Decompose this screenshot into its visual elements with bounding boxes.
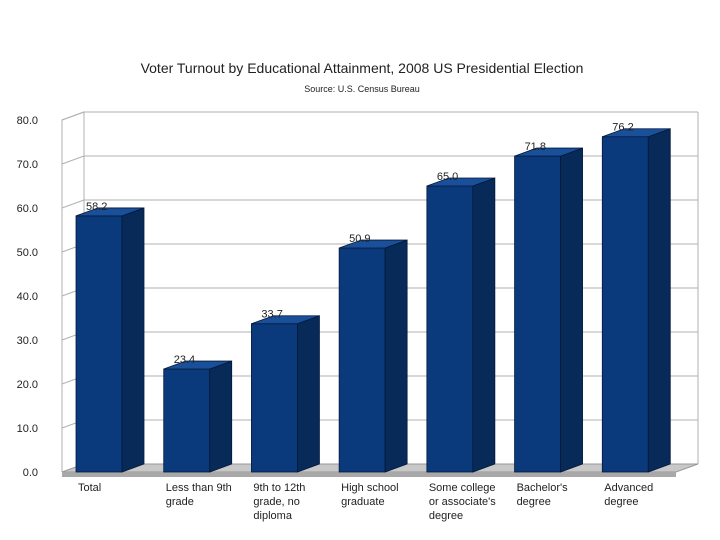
bar-top bbox=[163, 360, 232, 370]
bar-top bbox=[75, 207, 145, 217]
bar-side bbox=[647, 128, 671, 473]
bar-side bbox=[560, 147, 583, 473]
data-label: 23.4 bbox=[174, 354, 195, 366]
bar bbox=[163, 368, 211, 473]
y-tick-label: 20.0 bbox=[17, 379, 38, 391]
y-tick-label: 80.0 bbox=[17, 115, 38, 127]
bar-top bbox=[339, 239, 408, 249]
chart-subtitle: Source: U.S. Census Bureau bbox=[304, 84, 420, 94]
category-label: High school graduate bbox=[341, 482, 398, 508]
data-label: 65.0 bbox=[437, 171, 458, 183]
chart-title: Voter Turnout by Educational Attainment,… bbox=[141, 60, 584, 76]
category-label: Some college or associate's degree bbox=[429, 482, 496, 522]
bar-top bbox=[514, 147, 583, 157]
bar-top bbox=[602, 128, 671, 138]
y-tick-label: 60.0 bbox=[17, 203, 38, 215]
category-label: Bachelor's degree bbox=[517, 482, 569, 508]
y-tick-label: 10.0 bbox=[17, 423, 38, 435]
bar bbox=[601, 136, 649, 473]
bar-top bbox=[426, 177, 495, 187]
y-tick-label: 50.0 bbox=[17, 247, 38, 259]
y-tick-label: 30.0 bbox=[17, 335, 38, 347]
bar-side bbox=[384, 239, 408, 473]
y-tick-label: 70.0 bbox=[17, 159, 38, 171]
gridline-diagonal bbox=[61, 111, 85, 121]
bar bbox=[251, 323, 298, 473]
category-label: 9th to 12th grade, no diploma bbox=[253, 482, 305, 522]
bar-side bbox=[297, 315, 320, 473]
gridline-diagonal bbox=[61, 155, 85, 165]
y-tick-label: 40.0 bbox=[17, 291, 38, 303]
bar bbox=[338, 247, 386, 473]
bar-side bbox=[209, 360, 233, 473]
data-label: 71.8 bbox=[525, 141, 546, 153]
bar bbox=[426, 185, 474, 473]
gridline-diagonal bbox=[61, 199, 85, 209]
x-axis: Total Less than 9th grade 9th to 12th grade,… bbox=[78, 482, 653, 522]
data-label: 33.7 bbox=[261, 309, 282, 321]
bar-top bbox=[251, 315, 320, 325]
chart-floor-edge bbox=[62, 472, 676, 477]
bars: 58.2 23.4 33.7 50.9 65.0 71.8 76.2 bbox=[75, 122, 671, 473]
bar bbox=[75, 215, 123, 473]
data-label: 50.9 bbox=[349, 233, 370, 245]
bar-side bbox=[472, 177, 496, 473]
data-label: 76.2 bbox=[612, 122, 633, 134]
y-tick-label: 0.0 bbox=[23, 467, 38, 479]
bar-side bbox=[121, 207, 145, 473]
bar bbox=[514, 155, 561, 473]
category-label: Advanced degree bbox=[604, 482, 653, 508]
category-label: Less than 9th grade bbox=[166, 482, 232, 508]
y-axis: 0.0 10.0 20.0 30.0 40.0 50.0 60.0 70.0 80.0 bbox=[17, 115, 38, 479]
data-label: 58.2 bbox=[86, 201, 107, 213]
category-label: Total bbox=[78, 482, 101, 494]
